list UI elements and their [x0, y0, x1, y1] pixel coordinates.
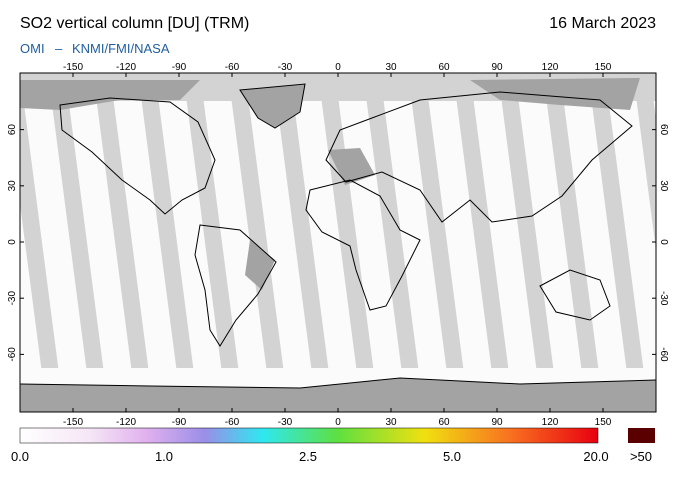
colorbar-label: 1.0: [155, 449, 173, 464]
lon-label-bottom: -60: [225, 417, 240, 428]
orbit-swath: [560, 73, 632, 412]
lat-label-left: -60: [7, 347, 18, 362]
orbit-swath: [65, 73, 137, 412]
arctic-siberia: [470, 78, 640, 110]
orbit-swath: [200, 73, 272, 412]
coast-eurasia: [325, 91, 633, 223]
coast-north-america: [59, 97, 216, 215]
lon-label-bottom: -90: [172, 417, 187, 428]
map-ticks: -150 -150 -120 -120 -90 -90 -60 -60 -30 -30 0 0 30 30…: [7, 62, 669, 428]
orbit-swath: [110, 73, 182, 412]
colorbar-overflow: [628, 428, 655, 443]
colorbar-overflow-label: >50: [630, 449, 652, 464]
europe-gap: [328, 148, 375, 185]
instrument: OMI: [20, 41, 45, 56]
lat-label-left: 0: [7, 239, 18, 245]
colorbar-label: 5.0: [443, 449, 461, 464]
lon-label-top: 0: [335, 62, 341, 73]
orbit-swath: [20, 203, 47, 412]
orbit-swath: [245, 73, 317, 412]
orbit-swaths: [20, 73, 656, 412]
coast-greenland: [239, 83, 306, 129]
lat-label-right: -60: [658, 347, 669, 362]
lat-label-right: 30: [658, 180, 669, 192]
orbit-swath: [605, 73, 656, 412]
lon-label-bottom: 150: [595, 417, 612, 428]
lon-label-top: -120: [116, 62, 136, 73]
map: [20, 73, 656, 412]
date: 16 March 2023: [549, 15, 656, 32]
lon-label-bottom: -30: [278, 417, 293, 428]
coast-south-america: [194, 224, 277, 347]
lat-label-left: 30: [7, 180, 18, 192]
lon-label-top: 60: [438, 62, 450, 73]
lon-label-top: -90: [172, 62, 187, 73]
title: SO2 vertical column [DU] (TRM): [20, 15, 249, 32]
lat-label-left: 60: [7, 124, 18, 136]
colorbar: [19, 427, 599, 444]
coast-africa: [305, 179, 421, 311]
greenland: [240, 84, 305, 128]
lon-label-bottom: 0: [335, 417, 341, 428]
orbit-swath: [470, 73, 542, 412]
colorbar-labels: 0.0 1.0 2.5 5.0 20.0: [11, 449, 609, 464]
orbit-swath: [290, 73, 362, 412]
orbit-swath: [20, 73, 92, 412]
lon-label-bottom: -120: [116, 417, 136, 428]
orbit-swath: [380, 73, 452, 412]
lat-label-left: -30: [7, 291, 18, 306]
lon-label-top: -150: [63, 62, 83, 73]
source: KNMI/FMI/NASA: [72, 41, 170, 56]
lon-label-bottom: 30: [385, 417, 397, 428]
orbit-swath: [515, 73, 587, 412]
coast-antarctica: [20, 377, 656, 389]
antarctic-swath: [20, 368, 656, 388]
lon-label-top: 90: [491, 62, 503, 73]
lat-label-right: 60: [658, 124, 669, 136]
colorbar-label: 20.0: [583, 449, 608, 464]
lon-label-top: 150: [595, 62, 612, 73]
lon-label-bottom: 90: [491, 417, 503, 428]
brazil-gap: [245, 240, 275, 290]
lon-label-top: -60: [225, 62, 240, 73]
colorbar-label: 0.0: [11, 449, 29, 464]
orbit-swath: [425, 73, 497, 412]
lon-label-top: 30: [385, 62, 397, 73]
lat-label-right: -30: [658, 291, 669, 306]
coast-australia: [539, 269, 611, 321]
lon-label-top: -30: [278, 62, 293, 73]
colorbar-label: 2.5: [299, 449, 317, 464]
lon-label-bottom: 120: [542, 417, 559, 428]
lon-label-bottom: 60: [438, 417, 450, 428]
arctic-north-america: [20, 80, 200, 110]
separator: –: [55, 41, 63, 56]
lon-label-bottom: -150: [63, 417, 83, 428]
lat-label-right: 0: [658, 239, 669, 245]
lon-label-top: 120: [542, 62, 559, 73]
orbit-swath: [155, 73, 227, 412]
